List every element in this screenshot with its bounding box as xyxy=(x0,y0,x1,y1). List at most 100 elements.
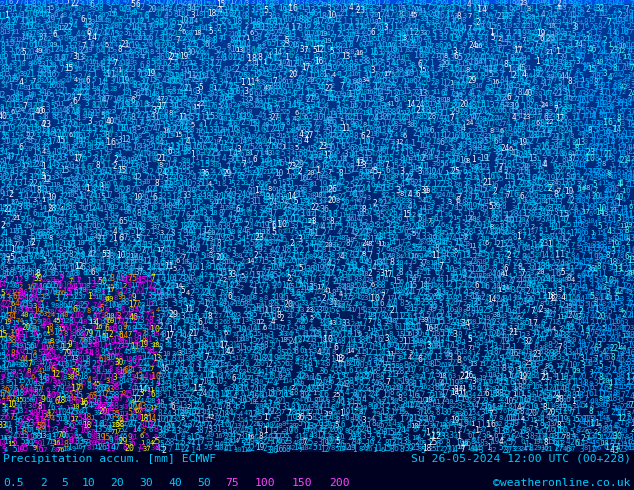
Text: 6: 6 xyxy=(112,9,117,18)
Text: 1: 1 xyxy=(167,390,171,398)
Text: 4: 4 xyxy=(42,425,46,435)
Text: 5: 5 xyxy=(119,240,124,249)
Text: 2: 2 xyxy=(280,314,285,322)
Text: 27: 27 xyxy=(106,28,115,37)
Text: 1: 1 xyxy=(471,351,475,357)
Text: 7: 7 xyxy=(467,25,472,31)
Text: 5: 5 xyxy=(580,124,585,134)
Text: 4: 4 xyxy=(49,245,54,254)
Text: 2: 2 xyxy=(624,390,629,399)
Text: 4: 4 xyxy=(68,11,72,21)
Text: 3: 3 xyxy=(451,96,456,105)
Text: 31: 31 xyxy=(542,308,551,314)
Text: 9: 9 xyxy=(32,377,37,386)
Text: 1: 1 xyxy=(479,100,484,109)
Text: 49: 49 xyxy=(481,147,490,152)
Text: 3: 3 xyxy=(285,402,290,411)
Text: 18: 18 xyxy=(151,343,160,348)
Text: 8: 8 xyxy=(78,355,82,364)
Text: 19: 19 xyxy=(614,405,622,411)
Text: 5: 5 xyxy=(461,342,465,351)
Text: 2: 2 xyxy=(413,190,418,199)
Text: 14: 14 xyxy=(287,192,296,201)
Text: 22: 22 xyxy=(599,105,608,115)
Text: 1: 1 xyxy=(458,252,463,261)
Text: 7: 7 xyxy=(190,77,194,83)
Text: 23: 23 xyxy=(305,307,313,313)
Text: 4: 4 xyxy=(181,431,185,440)
Text: 7: 7 xyxy=(607,392,612,400)
Text: 7: 7 xyxy=(258,313,263,321)
Text: 7: 7 xyxy=(375,307,379,313)
Text: 19: 19 xyxy=(346,36,355,42)
Text: 42: 42 xyxy=(256,372,265,378)
Text: 12: 12 xyxy=(183,145,191,151)
Text: 7: 7 xyxy=(620,150,624,156)
Text: 13: 13 xyxy=(65,405,74,411)
Text: 3: 3 xyxy=(24,5,28,11)
Text: 13: 13 xyxy=(15,408,23,414)
Text: 15: 15 xyxy=(57,326,66,332)
Text: 5: 5 xyxy=(249,392,254,400)
Text: 18: 18 xyxy=(30,270,39,279)
Text: 8: 8 xyxy=(28,61,32,67)
Text: 1: 1 xyxy=(194,204,198,213)
Text: 4: 4 xyxy=(560,215,566,223)
Text: 6: 6 xyxy=(472,373,476,380)
Text: 43: 43 xyxy=(10,168,20,176)
Text: 5: 5 xyxy=(538,240,543,249)
Text: 2: 2 xyxy=(517,287,522,296)
Text: 17: 17 xyxy=(369,235,378,244)
Text: 49: 49 xyxy=(262,122,270,128)
Text: 1: 1 xyxy=(516,110,521,116)
Text: 19: 19 xyxy=(51,222,60,228)
Text: 3: 3 xyxy=(607,103,612,112)
Text: 5: 5 xyxy=(479,180,484,190)
Text: 21: 21 xyxy=(74,84,82,94)
Text: 21: 21 xyxy=(540,373,550,382)
Text: 8: 8 xyxy=(209,84,214,93)
Text: 13: 13 xyxy=(547,437,556,446)
Text: 17: 17 xyxy=(214,198,223,205)
Text: 33: 33 xyxy=(228,270,237,279)
Text: 18: 18 xyxy=(360,271,368,277)
Text: 5: 5 xyxy=(217,102,222,108)
Text: 1: 1 xyxy=(183,68,186,74)
Text: 4: 4 xyxy=(234,270,239,279)
Text: 1: 1 xyxy=(542,4,547,10)
Text: 1: 1 xyxy=(620,337,625,346)
Text: 5: 5 xyxy=(13,444,18,454)
Text: 4: 4 xyxy=(205,67,209,73)
Text: 1: 1 xyxy=(127,136,131,146)
Text: 7: 7 xyxy=(0,317,4,325)
Text: 2: 2 xyxy=(160,150,164,156)
Text: 3: 3 xyxy=(190,258,193,264)
Text: 18: 18 xyxy=(233,384,243,393)
Text: 37: 37 xyxy=(242,138,250,144)
Text: 9: 9 xyxy=(91,306,95,312)
Text: 8: 8 xyxy=(208,5,212,11)
Text: 7: 7 xyxy=(254,375,259,381)
Text: 22: 22 xyxy=(305,61,313,68)
Text: 13: 13 xyxy=(296,118,306,127)
Text: 3: 3 xyxy=(479,445,484,455)
Text: 3: 3 xyxy=(357,433,361,441)
Text: 5: 5 xyxy=(418,214,422,223)
Text: 24: 24 xyxy=(384,312,393,321)
Text: 1: 1 xyxy=(58,265,62,274)
Text: 7: 7 xyxy=(552,77,557,83)
Text: 3: 3 xyxy=(525,83,530,92)
Text: 11: 11 xyxy=(15,228,24,234)
Text: 45: 45 xyxy=(21,421,30,430)
Text: 4: 4 xyxy=(290,150,294,156)
Text: 26: 26 xyxy=(98,443,108,452)
Text: 1: 1 xyxy=(556,47,561,56)
Text: 8: 8 xyxy=(472,19,476,25)
Text: 31: 31 xyxy=(41,420,51,429)
Text: 3: 3 xyxy=(579,445,585,454)
Text: 31: 31 xyxy=(125,252,135,262)
Text: 1: 1 xyxy=(579,325,583,334)
Text: 7: 7 xyxy=(607,18,611,27)
Text: 6: 6 xyxy=(616,317,620,326)
Text: 2: 2 xyxy=(507,251,512,260)
